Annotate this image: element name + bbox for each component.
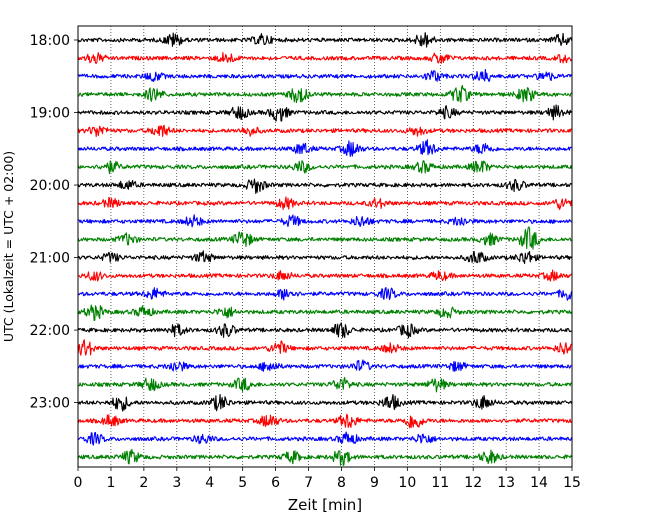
- trace-2115: [77, 269, 572, 282]
- trace-group: [77, 32, 573, 466]
- x-tick-label: 14: [530, 475, 548, 491]
- x-tick-label: 0: [74, 475, 83, 491]
- x-tick-label: 12: [464, 475, 482, 491]
- x-tick-label: 5: [238, 475, 247, 491]
- trace-2200: [77, 322, 572, 339]
- x-tick-label: 9: [370, 475, 379, 491]
- trace-2045: [77, 226, 572, 250]
- plot-frame: [77, 25, 573, 468]
- y-tick-label: 23:00: [30, 396, 70, 412]
- trace-2100: [77, 250, 572, 264]
- trace-2145: [77, 304, 572, 322]
- y-tick-label: 22:00: [30, 323, 70, 339]
- x-tick-label: 4: [205, 475, 214, 491]
- trace-1800: [77, 32, 573, 48]
- trace-1900: [77, 104, 572, 122]
- x-tick-label: 11: [431, 475, 449, 491]
- trace-1830: [77, 68, 572, 82]
- trace-1945: [77, 160, 573, 175]
- trace-2215: [77, 339, 572, 356]
- y-tick-label: 18:00: [30, 33, 70, 49]
- x-tick-label: 2: [139, 475, 148, 491]
- y-tick-label: 19:00: [30, 106, 70, 122]
- trace-1915: [77, 124, 572, 138]
- trace-2300: [77, 393, 573, 412]
- y-tick-label: 20:00: [30, 178, 70, 194]
- x-tick-label: 10: [398, 475, 416, 491]
- trace-2015: [78, 196, 573, 210]
- x-axis-label: Zeit [min]: [288, 496, 362, 514]
- y-axis-label: UTC (Lokalzeit = UTC + 02:00): [1, 151, 16, 342]
- trace-2230: [77, 359, 572, 372]
- trace-1845: [77, 84, 572, 104]
- trace-1930: [77, 139, 572, 157]
- y-axis: 18:00 19:00 20:00 21:00 22:00 23:00: [30, 33, 78, 412]
- trace-2345: [77, 448, 572, 466]
- x-tick-label: 8: [337, 475, 346, 491]
- x-tick-label: 7: [304, 475, 313, 491]
- trace-2000: [77, 178, 572, 194]
- y-tick-label: 21:00: [30, 251, 70, 267]
- x-axis: 0 1 2 3 4 5 6 7 8 9 10 11 12 13 14 15: [74, 467, 581, 491]
- trace-2315: [77, 413, 572, 429]
- trace-2245: [77, 376, 572, 393]
- trace-2330: [77, 431, 573, 446]
- x-tick-label: 1: [106, 475, 115, 491]
- x-tick-label: 13: [497, 475, 515, 491]
- trace-2030: [77, 214, 572, 228]
- trace-2130: [77, 287, 573, 301]
- x-tick-label: 3: [172, 475, 181, 491]
- x-tick-label: 6: [271, 475, 280, 491]
- x-tick-label: 15: [563, 475, 581, 491]
- trace-1815: [77, 51, 572, 64]
